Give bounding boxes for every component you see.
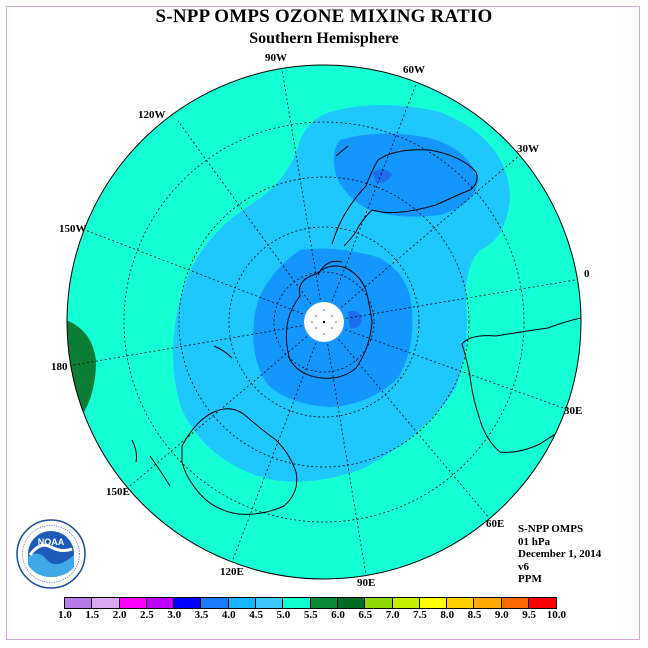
colorbar-tick-label: 9.5 (522, 609, 536, 621)
lon-label-180: 180 (51, 361, 68, 373)
colorbar-swatch (474, 598, 502, 608)
colorbar-tick-label: 10.0 (546, 609, 567, 621)
colorbar-swatch (146, 598, 175, 608)
colorbar-tick-label: 3.5 (194, 609, 209, 621)
colorbar-swatch (228, 598, 257, 608)
colorbar-tick-label: 2.5 (140, 609, 154, 621)
colorbar (64, 597, 558, 609)
colorbar-swatch (283, 598, 311, 608)
colorbar-tick-label: 8.5 (467, 609, 482, 621)
figure-frame (6, 6, 640, 640)
page-subtitle: Southern Hemisphere (249, 30, 399, 47)
colorbar-swatch (337, 598, 366, 608)
lon-label-60e: 60E (486, 518, 505, 530)
colorbar-swatch (365, 598, 393, 608)
colorbar-swatch (119, 598, 147, 608)
colorbar-swatch (92, 598, 120, 608)
colorbar-tick-label: 5.0 (276, 609, 291, 621)
colorbar-tick-label: 4.5 (249, 609, 263, 621)
colorbar-swatch (501, 598, 530, 608)
colorbar-swatch (447, 598, 475, 608)
noaa-logo: NOAA (16, 519, 86, 589)
colorbar-tick-label: 1.5 (85, 609, 100, 621)
colorbar-tick-label: 2.0 (112, 609, 127, 621)
field-band-3-0-center (348, 310, 362, 329)
colorbar-swatch (310, 598, 338, 608)
lon-label-0: 0 (584, 268, 590, 280)
colorbar-swatch (529, 598, 557, 608)
lon-label-150e: 150E (106, 486, 130, 498)
lon-label-60w: 60W (403, 64, 425, 76)
colorbar-tick-label: 9.0 (494, 609, 509, 621)
colorbar-tick-label: 4.0 (221, 609, 236, 621)
colorbar-tick-label: 3.0 (167, 609, 182, 621)
colorbar-tick-label: 8.0 (440, 609, 455, 621)
pole-dots (311, 309, 337, 335)
lon-label-150w: 150W (59, 223, 87, 235)
info-level: 01 hPa (518, 535, 551, 548)
info-instrument: S-NPP OMPS (518, 523, 584, 535)
colorbar-swatch (174, 598, 202, 608)
field-band-3-0 (372, 169, 392, 183)
lon-label-120e: 120E (220, 566, 244, 578)
colorbar-tick-label: 6.0 (331, 609, 345, 621)
lon-label-120w: 120W (138, 109, 166, 121)
field-band-3-5-north (333, 133, 478, 217)
info-date: December 1, 2014 (518, 548, 602, 560)
info-version: v6 (518, 560, 529, 573)
colorbar-tick-label: 7.5 (413, 609, 427, 621)
colorbar-tick-label: 1.0 (58, 609, 72, 621)
coastlines (131, 145, 581, 515)
noaa-logo-text: NOAA (38, 537, 65, 547)
latitude-circles (123, 121, 525, 523)
lon-label-90w: 90W (265, 52, 287, 64)
lon-label-30w: 30W (517, 143, 539, 155)
colorbar-swatch (201, 598, 229, 608)
colorbar-swatch (392, 598, 420, 608)
colorbar-tick-label: 7.0 (385, 609, 400, 621)
colorbar-swatch (65, 598, 93, 608)
colorbar-tick-label: 6.5 (358, 609, 373, 621)
info-units: PPM (518, 573, 542, 585)
colorbar-swatch (256, 598, 284, 608)
colorbar-ticks: 1.0 1.5 2.0 2.5 3.0 3.5 4.0 4.5 5.0 5.5 6.0 6.5 7.0 7… (0, 609, 648, 623)
map-border (66, 64, 582, 580)
colorbar-tick-label: 5.5 (303, 609, 318, 621)
info-block: S-NPP OMPS 01 hPa December 1, 2014 v6 PP… (518, 523, 601, 586)
lon-label-90e: 90E (357, 577, 376, 589)
lon-label-30e: 30E (564, 405, 583, 417)
colorbar-swatch (419, 598, 448, 608)
page-title: S-NPP OMPS OZONE MIXING RATIO (155, 6, 493, 27)
